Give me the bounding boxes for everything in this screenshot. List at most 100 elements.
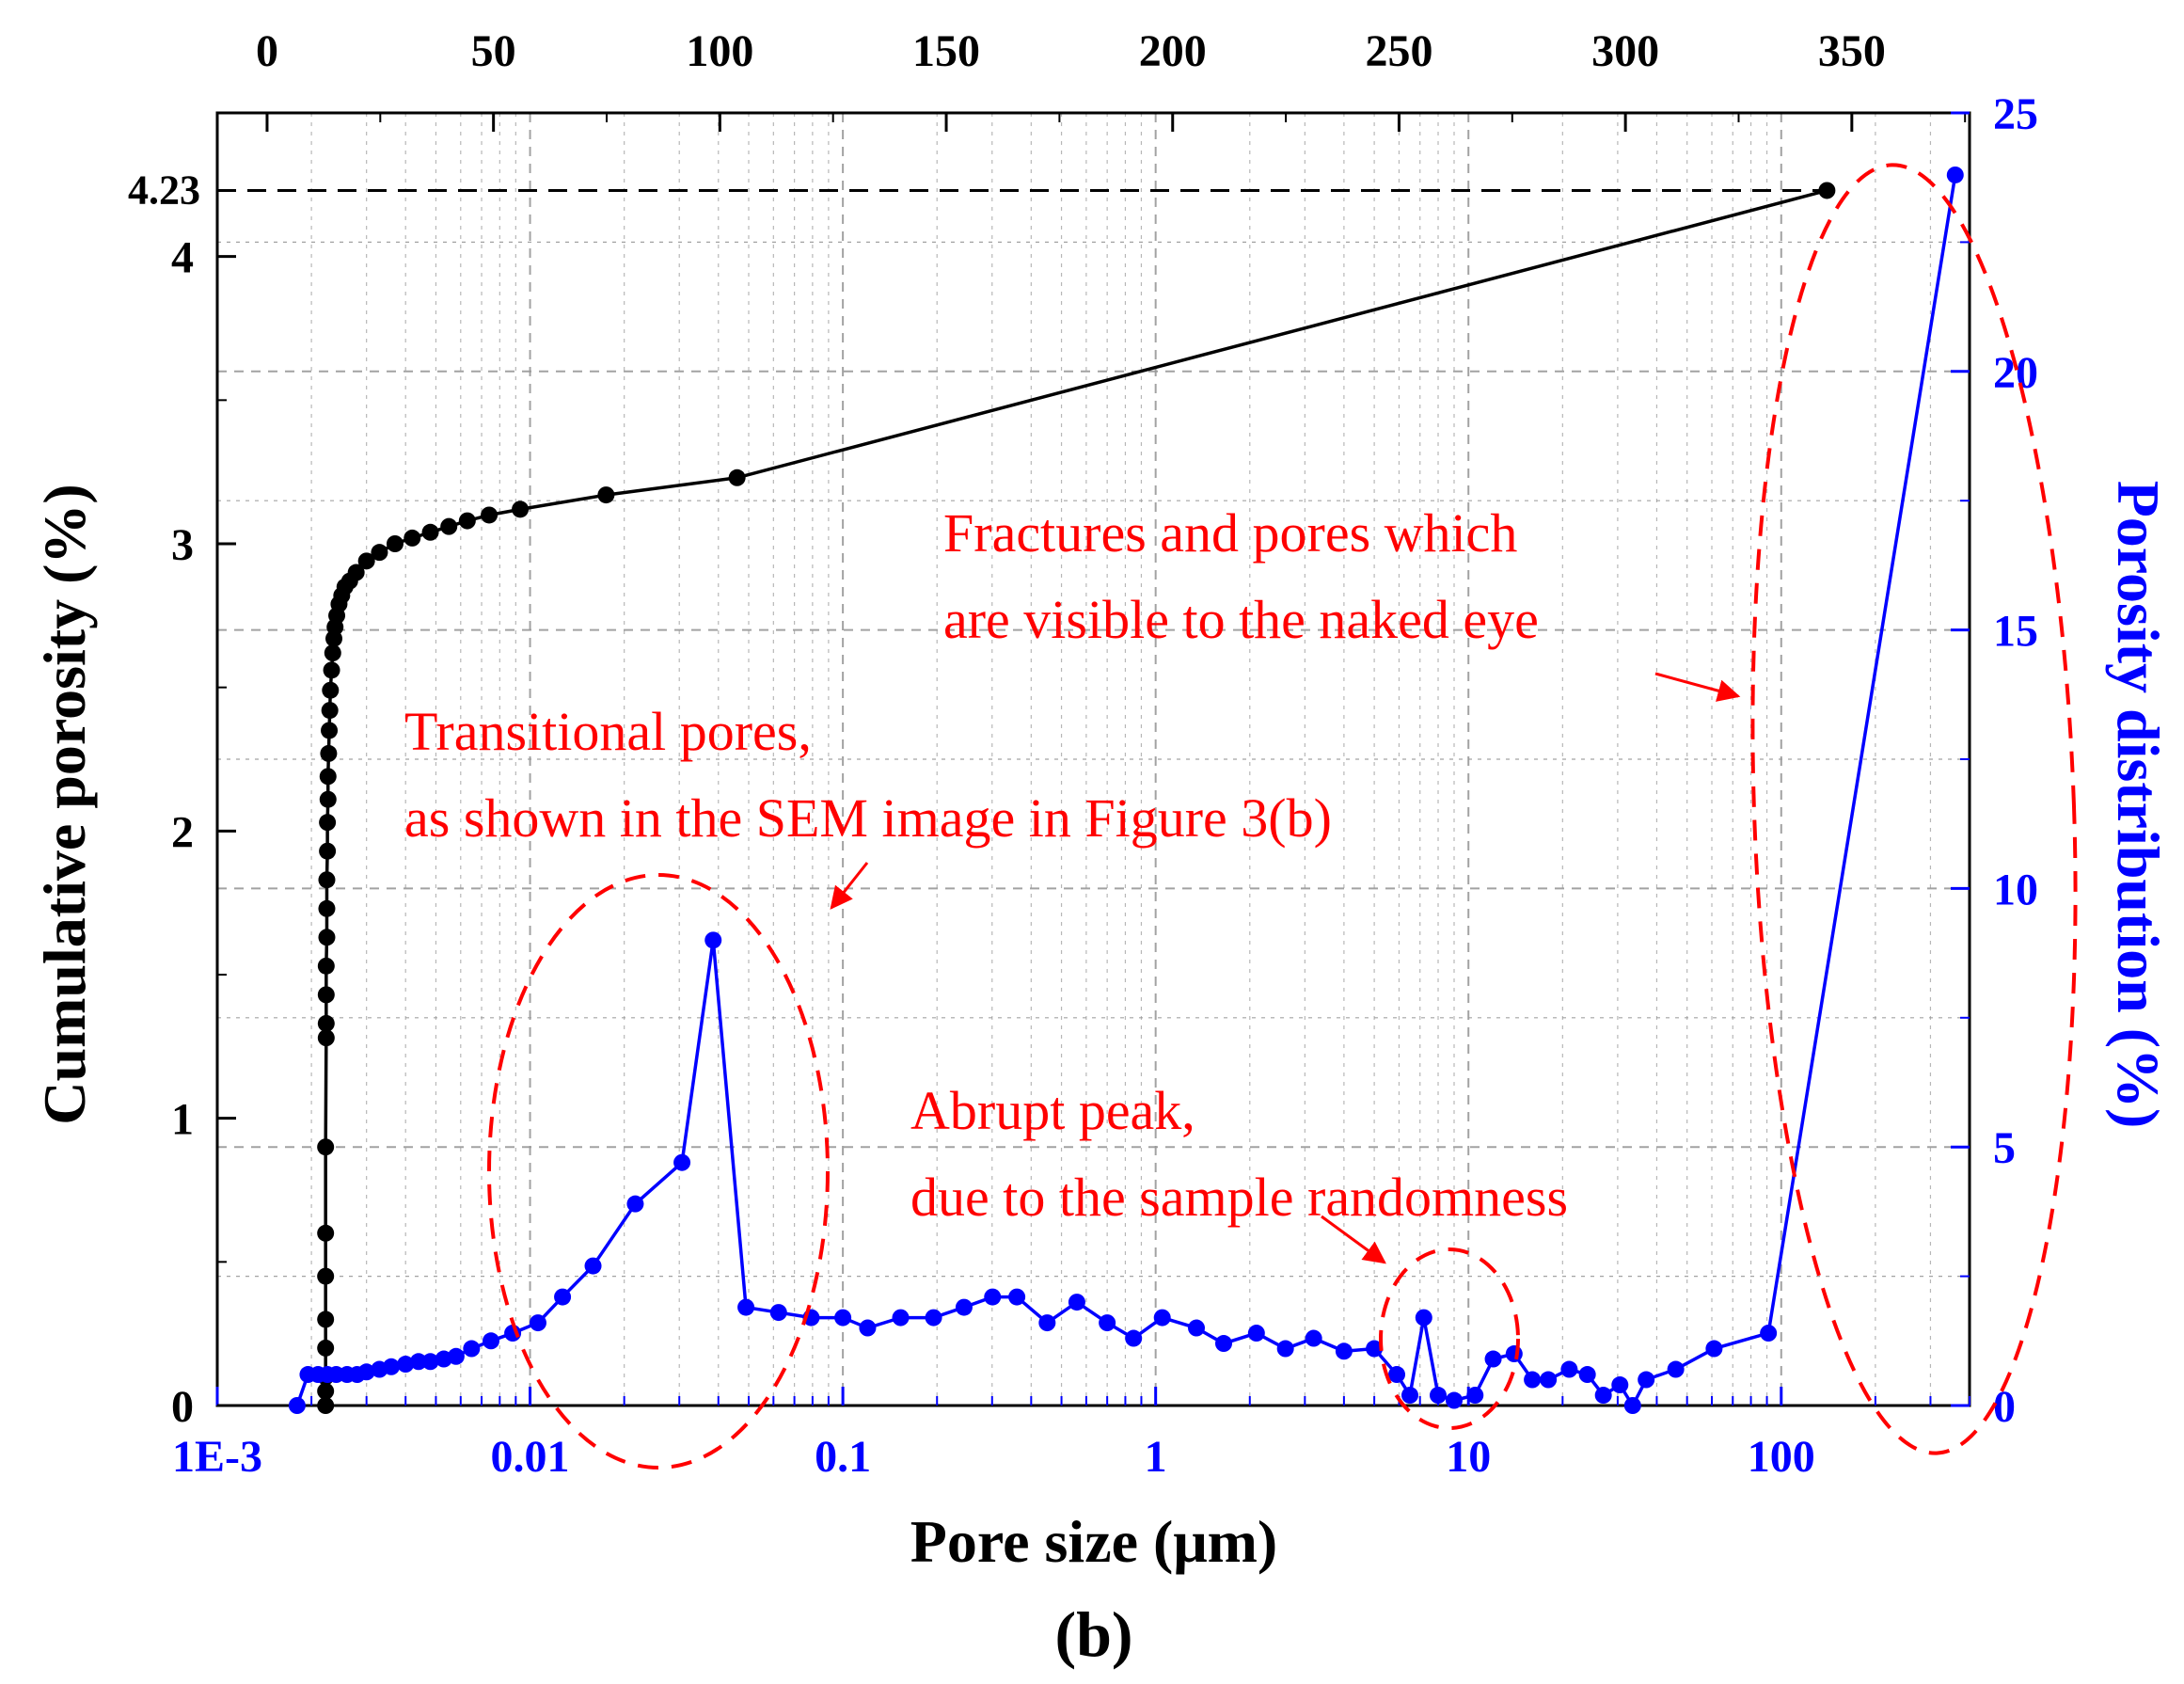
cumulative-point	[481, 506, 499, 524]
y-left-axis-title: Cumulative porosity (%)	[31, 484, 98, 1124]
distribution-point	[1214, 1335, 1232, 1353]
y-left-tick-label: 0	[171, 1382, 194, 1432]
distribution-point	[1429, 1387, 1447, 1405]
distribution-point	[1099, 1314, 1116, 1332]
cumulative-point	[322, 681, 340, 699]
distribution-point	[1484, 1350, 1502, 1368]
top-tick-label: 100	[686, 26, 753, 76]
distribution-point	[834, 1309, 852, 1327]
cumulative-point	[317, 1397, 335, 1414]
distribution-point	[1560, 1360, 1578, 1378]
cumulative-point	[319, 842, 337, 860]
abrupt-peak-arrow	[1321, 1215, 1386, 1264]
cumulative-point	[317, 986, 335, 1004]
cumulative-point	[317, 1267, 335, 1285]
cumulative-point	[347, 564, 365, 581]
cumulative-point	[317, 1224, 335, 1242]
distribution-point	[554, 1288, 572, 1306]
distribution-point	[1466, 1387, 1484, 1405]
distribution-point	[1008, 1288, 1026, 1306]
top-tick-label: 300	[1591, 26, 1659, 76]
distribution-point	[1524, 1371, 1542, 1389]
distribution-point	[984, 1288, 1002, 1306]
top-tick-label: 50	[471, 26, 516, 76]
cumulative-point	[728, 469, 746, 486]
distribution-point	[1153, 1309, 1171, 1327]
distribution-point	[1594, 1387, 1612, 1405]
transitional-line-1: Transitional pores,	[404, 701, 812, 762]
distribution-point	[1578, 1366, 1596, 1384]
x-tick-label: 0.1	[815, 1432, 871, 1482]
cumulative-point	[319, 790, 337, 808]
cumulative-point	[421, 523, 439, 541]
distribution-point	[859, 1319, 877, 1337]
y-left-tick-label: 3	[171, 520, 194, 570]
distribution-point	[1276, 1340, 1294, 1358]
distribution-point	[383, 1358, 401, 1375]
cumulative-point	[324, 644, 341, 662]
y-right-tick-label: 5	[1993, 1123, 2016, 1173]
cumulative-point	[597, 486, 615, 504]
gridlines	[216, 113, 1970, 1406]
y-right-tick-label: 25	[1993, 89, 2038, 139]
y-left-tick-label: 4	[171, 233, 194, 283]
distribution-point	[1366, 1340, 1384, 1358]
distribution-point	[447, 1347, 465, 1365]
distribution-point	[704, 931, 722, 949]
distribution-point	[1038, 1314, 1056, 1332]
fractures-ellipse	[1750, 163, 2078, 1455]
top-tick-label: 200	[1139, 26, 1207, 76]
distribution-point	[769, 1304, 787, 1322]
distribution-point	[1505, 1345, 1523, 1363]
reference-label: 4.23	[128, 167, 200, 213]
distribution-point	[463, 1340, 481, 1358]
top-tick-label: 0	[256, 26, 278, 76]
cumulative-point	[317, 1311, 335, 1328]
y-left-tick-label: 2	[171, 807, 194, 857]
cumulative-point	[318, 929, 336, 946]
distribution-point	[483, 1332, 500, 1350]
distribution-point	[1125, 1329, 1143, 1347]
cumulative-point	[458, 512, 476, 530]
x-tick-label: 1	[1145, 1432, 1167, 1482]
distribution-point	[1446, 1391, 1464, 1409]
figure-caption: (b)	[1054, 1598, 1132, 1670]
cumulative-point	[319, 768, 337, 786]
distribution-point	[892, 1309, 910, 1327]
distribution-point	[955, 1298, 973, 1316]
distribution-point	[397, 1356, 415, 1374]
x-tick-label: 1E-3	[172, 1432, 262, 1482]
distribution-point	[1667, 1360, 1685, 1378]
distribution-point	[1638, 1371, 1655, 1389]
distribution-point	[529, 1314, 546, 1332]
abrupt-peak-line-1: Abrupt peak,	[910, 1080, 1195, 1141]
distribution-point	[1611, 1376, 1629, 1394]
x-tick-label: 10	[1446, 1432, 1491, 1482]
x-tick-label: 0.01	[491, 1432, 570, 1482]
distribution-point	[584, 1257, 602, 1275]
cumulative-point	[357, 552, 375, 570]
cumulative-point	[323, 661, 340, 679]
distribution-point	[673, 1153, 691, 1171]
fractures-arrow	[1654, 672, 1741, 702]
cumulative-point	[1818, 182, 1836, 199]
cumulative-point	[321, 722, 339, 739]
cumulative-point	[317, 1029, 335, 1047]
cumulative-point	[371, 544, 388, 562]
annotation-arrows	[830, 672, 1741, 1264]
cumulative-point	[404, 529, 421, 547]
transitional-ellipse	[487, 873, 830, 1470]
cumulative-point	[321, 702, 339, 720]
top-tick-label: 350	[1818, 26, 1886, 76]
cumulative-point	[317, 957, 335, 975]
cumulative-point	[318, 899, 336, 917]
cumulative-point	[317, 1382, 335, 1400]
distribution-point	[1188, 1319, 1206, 1337]
reference-line: 4.23	[128, 167, 1828, 213]
distribution-point	[925, 1309, 942, 1327]
distribution-point	[1305, 1329, 1322, 1347]
distribution-point	[1388, 1366, 1406, 1384]
y-right-tick-label: 10	[1993, 865, 2038, 914]
cumulative-point	[318, 871, 336, 889]
